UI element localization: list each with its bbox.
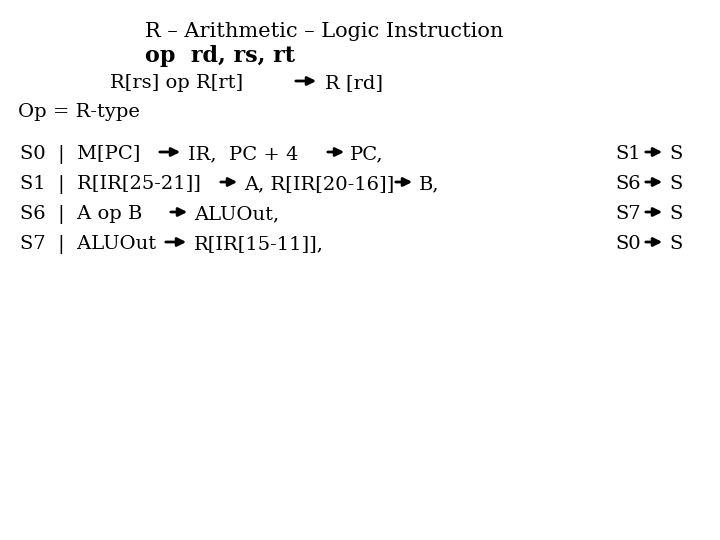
Text: S: S bbox=[669, 205, 683, 223]
Text: S1: S1 bbox=[615, 145, 641, 163]
Text: IR,  PC + 4: IR, PC + 4 bbox=[188, 145, 299, 163]
Text: R – Arithmetic – Logic Instruction: R – Arithmetic – Logic Instruction bbox=[145, 22, 503, 41]
Text: S: S bbox=[669, 235, 683, 253]
Text: S: S bbox=[669, 175, 683, 193]
Text: S1  |  R[IR[25-21]]: S1 | R[IR[25-21]] bbox=[20, 175, 201, 194]
Text: B,: B, bbox=[419, 175, 439, 193]
Text: S0  |  M[PC]: S0 | M[PC] bbox=[20, 145, 140, 164]
Text: S: S bbox=[669, 145, 683, 163]
Text: S6: S6 bbox=[615, 175, 641, 193]
Text: Op = R-type: Op = R-type bbox=[18, 103, 140, 121]
Text: S7: S7 bbox=[615, 205, 641, 223]
Text: op  rd, rs, rt: op rd, rs, rt bbox=[145, 45, 295, 67]
Text: S0: S0 bbox=[615, 235, 641, 253]
Text: A, R[IR[20-16]]: A, R[IR[20-16]] bbox=[244, 175, 395, 193]
Text: R[IR[15-11]],: R[IR[15-11]], bbox=[194, 235, 324, 253]
Text: PC,: PC, bbox=[350, 145, 384, 163]
Text: R[rs] op R[rt]: R[rs] op R[rt] bbox=[110, 74, 243, 92]
Text: S7  |  ALUOut: S7 | ALUOut bbox=[20, 235, 156, 254]
Text: ALUOut,: ALUOut, bbox=[194, 205, 279, 223]
Text: R [rd]: R [rd] bbox=[325, 74, 383, 92]
Text: S6  |  A op B: S6 | A op B bbox=[20, 205, 143, 224]
